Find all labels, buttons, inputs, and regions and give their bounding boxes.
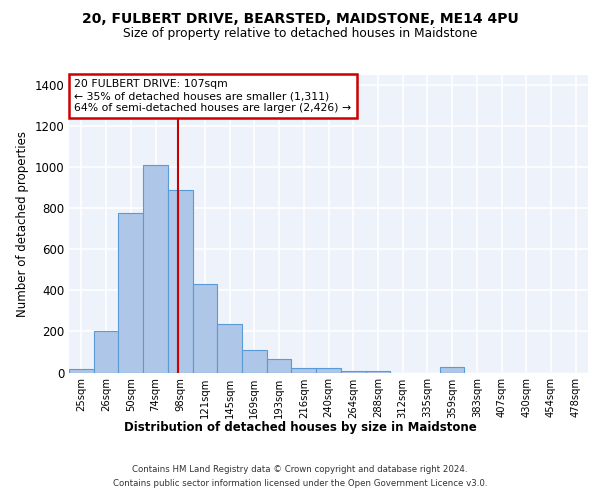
Bar <box>267 359 292 372</box>
Y-axis label: Number of detached properties: Number of detached properties <box>16 130 29 317</box>
Bar <box>242 350 267 372</box>
Text: Contains HM Land Registry data © Crown copyright and database right 2024.: Contains HM Land Registry data © Crown c… <box>132 464 468 473</box>
Bar <box>168 190 193 372</box>
Bar <box>94 332 118 372</box>
Bar <box>440 368 464 372</box>
Bar <box>217 324 242 372</box>
Bar <box>193 284 217 372</box>
Text: Distribution of detached houses by size in Maidstone: Distribution of detached houses by size … <box>124 421 476 434</box>
Bar <box>292 368 316 372</box>
Text: 20, FULBERT DRIVE, BEARSTED, MAIDSTONE, ME14 4PU: 20, FULBERT DRIVE, BEARSTED, MAIDSTONE, … <box>82 12 518 26</box>
Bar <box>316 368 341 372</box>
Text: Contains public sector information licensed under the Open Government Licence v3: Contains public sector information licen… <box>113 480 487 488</box>
Bar <box>118 214 143 372</box>
Bar <box>69 370 94 372</box>
Bar <box>143 166 168 372</box>
Text: Size of property relative to detached houses in Maidstone: Size of property relative to detached ho… <box>123 27 477 40</box>
Text: 20 FULBERT DRIVE: 107sqm
← 35% of detached houses are smaller (1,311)
64% of sem: 20 FULBERT DRIVE: 107sqm ← 35% of detach… <box>74 80 352 112</box>
